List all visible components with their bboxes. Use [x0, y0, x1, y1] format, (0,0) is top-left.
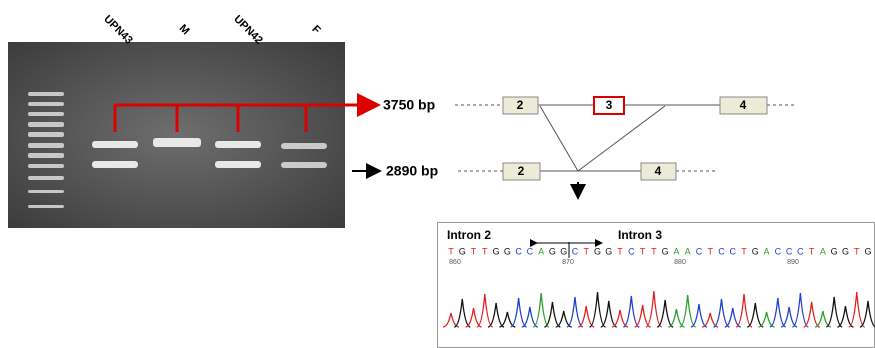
base: C [797, 246, 804, 256]
base: T [707, 246, 713, 256]
band-label: 3750 bp [383, 97, 435, 113]
base: T [448, 246, 454, 256]
base: G [662, 246, 669, 256]
intron-label: Intron 3 [618, 228, 662, 242]
exon-label: 4 [655, 164, 662, 178]
exon-label: 2 [518, 164, 525, 178]
base: A [820, 246, 826, 256]
base: C [572, 246, 579, 256]
gel [8, 42, 378, 228]
base: C [775, 246, 782, 256]
band-label: 2890 bp [386, 163, 438, 179]
base: G [864, 246, 871, 256]
position: 880 [674, 259, 686, 266]
base: C [730, 246, 737, 256]
position: 860 [449, 259, 461, 266]
base: A [764, 246, 770, 256]
lane-label: M [177, 22, 192, 37]
base: G [493, 246, 500, 256]
base: T [651, 246, 657, 256]
base: G [605, 246, 612, 256]
base: G [842, 246, 849, 256]
lane-label: F [309, 23, 322, 36]
base: G [831, 246, 838, 256]
base: C [786, 246, 793, 256]
base: T [471, 246, 477, 256]
base: T [809, 246, 815, 256]
chromatogram: Intron 2 Intron 3 [438, 223, 875, 348]
base: T [741, 246, 747, 256]
position: 890 [787, 259, 799, 266]
base: T [617, 246, 623, 256]
base: G [752, 246, 759, 256]
base: C [718, 246, 725, 256]
base: T [482, 246, 488, 256]
base: A [538, 246, 544, 256]
base: G [594, 246, 601, 256]
base: G [549, 246, 556, 256]
base: A [685, 246, 691, 256]
base: T [854, 246, 860, 256]
base: C [696, 246, 703, 256]
lane-label: UPN42 [231, 13, 265, 47]
base: T [640, 246, 646, 256]
exon-lines [455, 105, 797, 171]
base: C [515, 246, 522, 256]
lane-label: UPN43 [101, 13, 135, 47]
position: 870 [562, 259, 574, 266]
exon-label: 3 [606, 98, 613, 112]
base: C [628, 246, 635, 256]
exon-label: 4 [740, 98, 747, 112]
base: A [673, 246, 679, 256]
figure: UPN43 M UPN42 F 3750 bp 2890 bp 2 3 4 2 4 I… [0, 0, 875, 348]
base: T [583, 246, 589, 256]
base: G [504, 246, 511, 256]
base: G [560, 246, 567, 256]
intron-label: Intron 2 [447, 228, 491, 242]
base: G [459, 246, 466, 256]
exon-label: 2 [517, 98, 524, 112]
base: C [527, 246, 534, 256]
